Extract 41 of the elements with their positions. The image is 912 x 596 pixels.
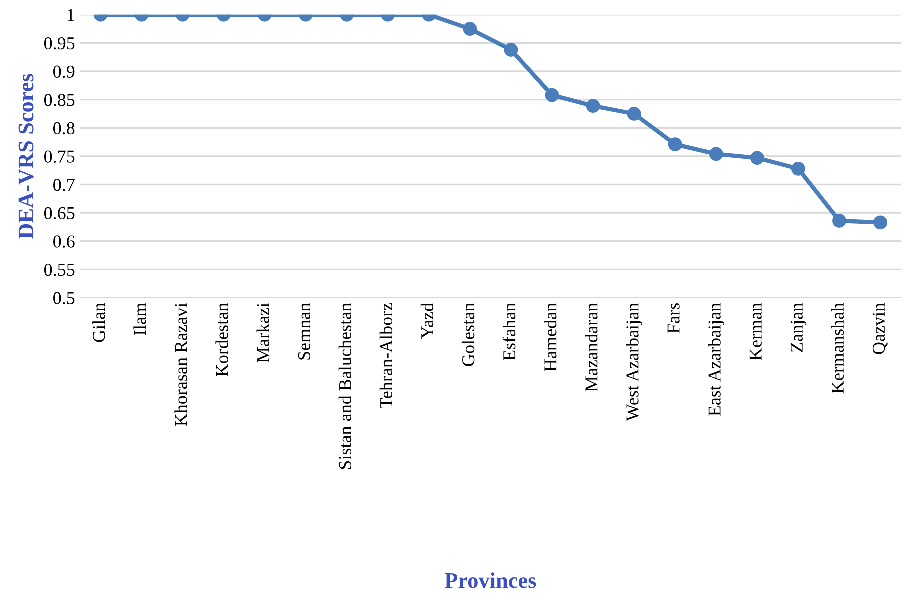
x-tick-label: Kermanshah (831, 303, 844, 394)
x-axis-title: Provinces (444, 572, 536, 588)
x-tick-label: Golestan (462, 303, 475, 366)
x-tick-label: West Azarbaijan (626, 303, 642, 422)
point (586, 99, 600, 114)
y-tick-label: 0.75 (44, 150, 75, 163)
x-tick-label: Tehran-Alborz (380, 303, 393, 409)
y-tick-label: 0.5 (54, 292, 75, 305)
x-tick-label: Markazi (256, 303, 270, 362)
x-tick-label: East Azarbaijan (708, 303, 725, 416)
y-tick-label: 0.6 (54, 236, 75, 248)
y-tick-label: 0.7 (54, 179, 75, 192)
x-tick-label: Ilam (134, 303, 146, 336)
x-tick-label: Fars (668, 304, 680, 334)
point (750, 151, 764, 166)
y-tick-label: 0.95 (44, 37, 75, 50)
y-tick-label: 0.9 (54, 66, 75, 78)
x-tick-label: Zanjan (790, 303, 807, 352)
y-tick-label: 0.55 (44, 264, 75, 276)
x-tick-label: Semnan (298, 303, 310, 360)
point (874, 216, 888, 230)
y-tick-label: 0.8 (54, 122, 75, 135)
point (627, 107, 642, 121)
x-tick-label: Qazvin (872, 303, 888, 354)
y-tick-label: 0.85 (44, 94, 75, 106)
y-tick-label: 1 (68, 9, 74, 22)
x-tick-label: Yazd (420, 303, 434, 339)
point (668, 138, 682, 152)
x-tick-label: Mazandaran (585, 303, 598, 392)
x-tick-label: Gilan (92, 303, 106, 342)
x-tick-label: Kerman (750, 303, 762, 360)
point (709, 147, 724, 162)
x-tick-label: Hamedan (544, 303, 557, 372)
y-axis-title: DEA-VRS Scores (18, 74, 34, 239)
x-tick-label: Sistan and Baluchestan (338, 303, 352, 470)
point (792, 162, 806, 176)
x-tick-label: Kordestan (216, 303, 228, 377)
x-tick-label: Esfahan (502, 303, 516, 360)
y-tick-label: 0.65 (44, 207, 75, 220)
x-tick-label: Khorasan Razavi (174, 303, 188, 426)
point (832, 214, 846, 228)
